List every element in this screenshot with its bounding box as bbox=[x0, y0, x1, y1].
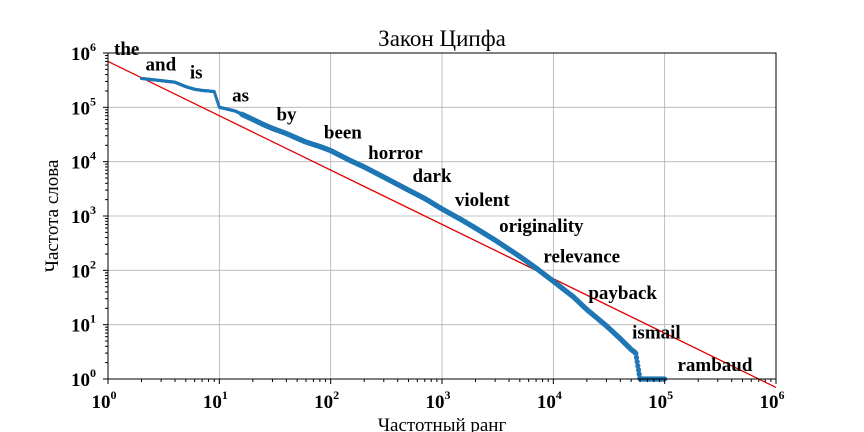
x-tick-exponent: 2 bbox=[333, 388, 339, 402]
y-tick-label: 106 bbox=[71, 40, 96, 65]
y-tick-exponent: 4 bbox=[90, 149, 96, 163]
y-tick-exponent: 6 bbox=[90, 40, 96, 54]
y-axis-label: Частота слова bbox=[42, 159, 63, 272]
x-tick-exponent: 0 bbox=[111, 388, 117, 402]
y-tick-label: 105 bbox=[71, 94, 96, 119]
word-label-originality: originality bbox=[499, 216, 584, 237]
data-point bbox=[634, 359, 640, 365]
x-tick-exponent: 6 bbox=[779, 388, 785, 402]
y-tick-base: 10 bbox=[71, 153, 90, 174]
word-label-payback: payback bbox=[588, 283, 657, 304]
word-label-been: been bbox=[324, 123, 362, 144]
x-tick-label: 103 bbox=[426, 388, 451, 413]
y-tick-base: 10 bbox=[71, 44, 90, 65]
y-tick-base: 10 bbox=[71, 98, 90, 119]
x-tick-base: 10 bbox=[203, 392, 222, 413]
y-tick-label: 104 bbox=[71, 149, 96, 174]
y-tick-label: 100 bbox=[71, 366, 96, 391]
zipf-fit-line bbox=[107, 60, 777, 389]
x-tick-label: 105 bbox=[648, 388, 673, 413]
x-tick-exponent: 4 bbox=[556, 388, 562, 402]
y-tick-label: 103 bbox=[71, 203, 96, 228]
x-tick-label: 106 bbox=[760, 388, 785, 413]
word-label-violent: violent bbox=[455, 190, 511, 211]
x-tick-base: 10 bbox=[760, 392, 779, 413]
word-label-horror: horror bbox=[368, 143, 423, 164]
y-tick-base: 10 bbox=[71, 207, 90, 228]
x-tick-label: 101 bbox=[203, 388, 228, 413]
word-frequency-series bbox=[139, 76, 668, 382]
y-tick-exponent: 3 bbox=[90, 203, 96, 217]
y-tick-base: 10 bbox=[71, 370, 90, 391]
y-tick-base: 10 bbox=[71, 316, 90, 337]
y-tick-label: 102 bbox=[71, 257, 96, 282]
x-tick-exponent: 1 bbox=[222, 388, 228, 402]
y-tick-base: 10 bbox=[71, 261, 90, 282]
data-point bbox=[633, 355, 640, 361]
x-tick-base: 10 bbox=[92, 392, 111, 413]
x-axis-label: Частотный ранг bbox=[378, 415, 507, 432]
x-tick-label: 104 bbox=[537, 388, 562, 413]
x-tick-base: 10 bbox=[537, 392, 556, 413]
chart-title: Закон Ципфа bbox=[378, 26, 506, 51]
word-label-dark: dark bbox=[412, 166, 452, 187]
word-label-as: as bbox=[232, 85, 249, 106]
x-tick-base: 10 bbox=[426, 392, 445, 413]
x-tick-base: 10 bbox=[648, 392, 667, 413]
x-tick-exponent: 3 bbox=[445, 388, 451, 402]
frequency-line bbox=[141, 77, 665, 380]
data-point bbox=[633, 350, 639, 357]
word-label-ismail: ismail bbox=[632, 322, 681, 343]
x-tick-exponent: 5 bbox=[667, 388, 673, 402]
axis-ticks: 100 101 102 103 104 105 1061001011021031041051… bbox=[71, 40, 785, 413]
y-tick-label: 101 bbox=[71, 312, 96, 337]
x-tick-base: 10 bbox=[314, 392, 333, 413]
zipf-fit-layer bbox=[107, 60, 777, 389]
word-label-and: and bbox=[146, 54, 177, 75]
y-tick-exponent: 5 bbox=[90, 94, 96, 108]
data-point bbox=[635, 363, 641, 369]
data-point bbox=[635, 367, 642, 373]
x-tick-label: 102 bbox=[314, 388, 339, 413]
data-point bbox=[636, 371, 642, 377]
y-tick-exponent: 2 bbox=[90, 257, 96, 271]
word-label-by: by bbox=[276, 104, 297, 125]
word-label-is: is bbox=[190, 63, 203, 84]
word-label-relevance: relevance bbox=[543, 247, 620, 268]
word-label-the: the bbox=[114, 39, 139, 60]
y-tick-exponent: 0 bbox=[90, 366, 96, 380]
y-tick-exponent: 1 bbox=[90, 312, 96, 326]
word-label-rambaud: rambaud bbox=[677, 355, 752, 376]
x-tick-label: 100 bbox=[92, 388, 117, 413]
